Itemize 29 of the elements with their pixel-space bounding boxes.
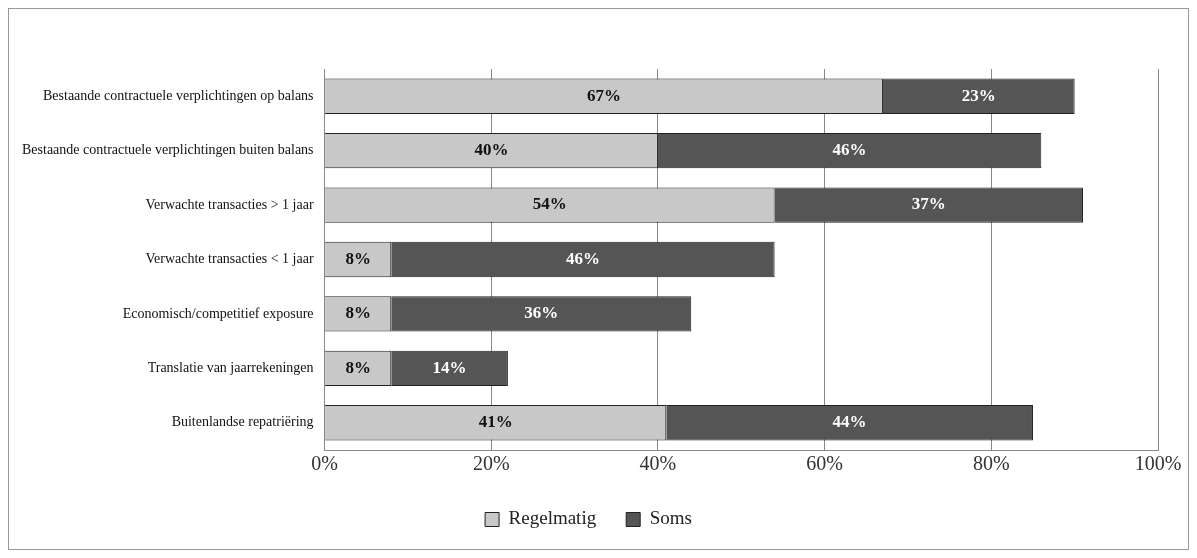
data-label: 8% (345, 248, 371, 268)
data-label: 44% (832, 412, 867, 432)
data-label: 36% (524, 303, 559, 323)
x-tick-label: 0% (311, 452, 338, 475)
y-tick-label: Verwachte transacties < 1 jaar (145, 251, 314, 267)
data-label: 41% (478, 412, 513, 432)
legend-label: Regelmatig (508, 507, 597, 529)
data-label: 40% (474, 140, 509, 160)
data-label: 8% (345, 303, 371, 323)
data-label: 54% (532, 194, 567, 214)
y-tick-label: Bestaande contractuele verplichtingen buiten balans (21, 142, 314, 158)
y-tick-label: Translatie van jaarrekeningen (147, 360, 314, 376)
data-label: 46% (565, 248, 600, 268)
legend-label: Soms (649, 507, 692, 529)
data-label: 37% (911, 194, 946, 214)
x-tick-label: 20% (472, 452, 510, 475)
data-label: 23% (961, 85, 996, 105)
data-label: 14% (432, 357, 467, 377)
y-tick-label: Buitenlandse repatriëring (171, 414, 314, 430)
y-tick-label: Verwachte transacties > 1 jaar (145, 196, 314, 212)
y-tick-label: Economisch/competitief exposure (122, 305, 314, 321)
data-label: 67% (587, 85, 622, 105)
x-tick-label: 80% (972, 452, 1010, 475)
x-tick-label: 60% (806, 452, 843, 475)
x-tick-label: 40% (639, 452, 677, 475)
y-tick-label: Bestaande contractuele verplichtingen op balans (42, 87, 314, 103)
x-tick-label: 100% (1134, 452, 1182, 475)
data-label: 8% (345, 357, 371, 377)
data-label: 46% (832, 140, 867, 160)
